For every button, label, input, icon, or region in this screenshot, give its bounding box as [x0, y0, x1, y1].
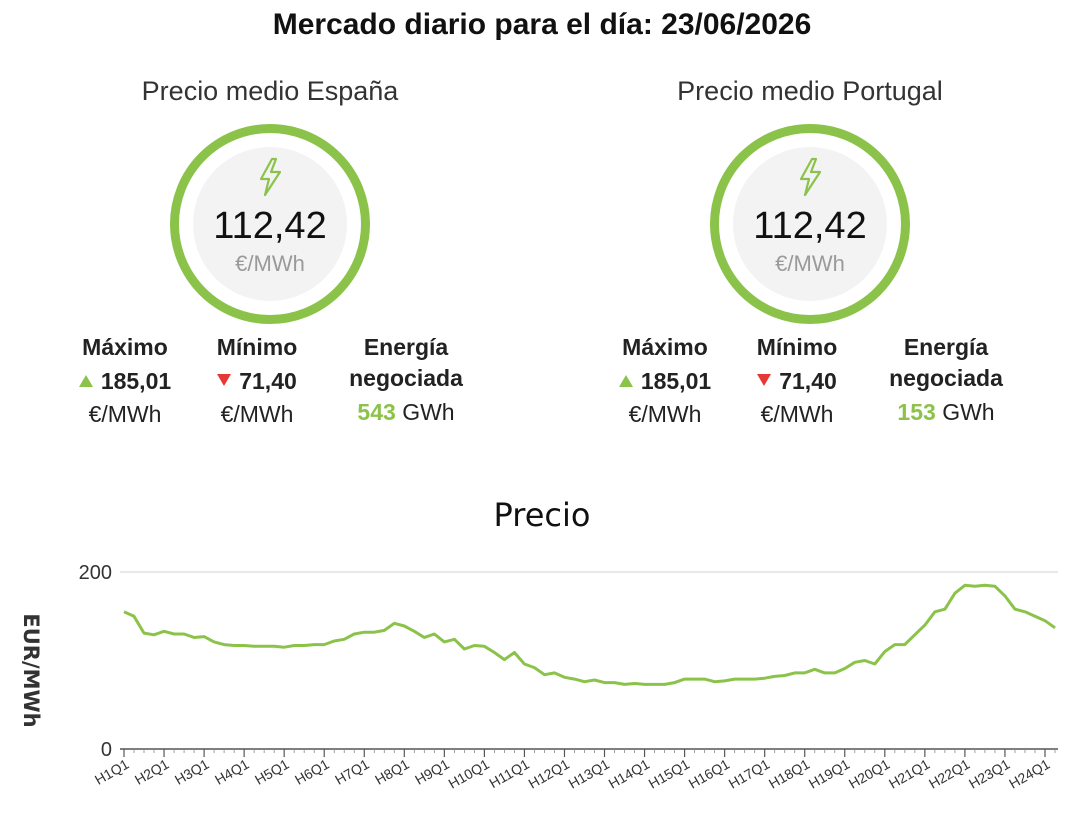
max-unit-spain: €/MWh	[88, 401, 162, 427]
down-triangle-icon	[217, 374, 232, 386]
y-tick-label: 200	[79, 562, 112, 584]
chart-title: Precio	[493, 496, 591, 534]
ring-inner-portugal	[733, 147, 887, 301]
min-stat-portugal: Mínimo 71,40 €/MWh	[730, 332, 864, 429]
up-triangle-icon	[618, 375, 633, 387]
x-tick-label: H14Q1	[606, 756, 653, 792]
x-tick-label: H13Q1	[566, 756, 613, 792]
energy-label-1-portugal: Energía	[903, 334, 989, 360]
average-price-unit-spain: €/MWh	[235, 251, 305, 276]
x-tick-label: H7Q1	[332, 756, 372, 788]
y-axis-label: EUR/MWh	[19, 613, 43, 727]
y-tick-label: 0	[101, 739, 112, 761]
x-tick-label: H21Q1	[886, 756, 933, 792]
max-unit-portugal: €/MWh	[628, 401, 702, 427]
x-tick-label: H5Q1	[252, 756, 292, 788]
energy-value-portugal: 153	[897, 399, 936, 425]
energy-label-2-portugal: negociada	[889, 365, 1003, 391]
max-stat-portugal: Máximo 185,01 €/MWh	[590, 332, 740, 429]
x-tick-label: H11Q1	[486, 756, 532, 792]
panel-title-portugal: Precio medio Portugal	[677, 76, 943, 106]
max-value-portugal: 185,01	[640, 368, 712, 394]
max-label-spain: Máximo	[82, 334, 168, 360]
panel-title-spain: Precio medio España	[141, 76, 399, 106]
x-tick-label: H4Q1	[212, 756, 252, 788]
x-tick-label: H18Q1	[766, 756, 813, 792]
x-tick-label: H12Q1	[526, 756, 573, 792]
lightning-bolt-icon	[799, 157, 822, 197]
min-value-spain: 71,40	[239, 368, 297, 394]
max-value-spain: 185,01	[100, 368, 172, 394]
x-tick-label: H16Q1	[686, 756, 733, 792]
up-triangle-icon	[78, 375, 93, 387]
x-tick-label: H22Q1	[926, 756, 973, 792]
max-stat-spain: Máximo 185,01 €/MWh	[50, 332, 200, 429]
panel-spain: Precio medio España 112,42 €/MWh Máximo …	[50, 74, 490, 444]
page-title: Mercado diario para el día: 23/06/2026	[272, 8, 812, 41]
average-price-ring-spain: 112,42 €/MWh	[170, 124, 370, 324]
x-tick-label: H2Q1	[132, 756, 172, 788]
panel-portugal: Precio medio Portugal 112,42 €/MWh Máxim…	[590, 74, 1030, 444]
price-series-line	[123, 583, 1056, 686]
min-unit-portugal: €/MWh	[760, 401, 834, 427]
x-tick-label: H19Q1	[806, 756, 853, 792]
average-price-portugal: 112,42	[753, 205, 867, 247]
x-tick-label: H8Q1	[372, 756, 412, 788]
x-tick-label: H3Q1	[172, 756, 212, 788]
energy-value-spain: 543	[357, 399, 396, 425]
x-tick-label: H23Q1	[966, 756, 1013, 792]
max-label-portugal: Máximo	[622, 334, 708, 360]
lightning-bolt-icon	[259, 157, 282, 197]
min-unit-spain: €/MWh	[220, 401, 294, 427]
x-tick-label: H6Q1	[292, 756, 332, 788]
down-triangle-icon	[757, 374, 772, 386]
x-tick-label: H10Q1	[445, 756, 492, 792]
energy-stat-portugal: Energía negociada 153 GWh	[866, 332, 1026, 430]
average-price-spain: 112,42	[213, 205, 327, 247]
x-tick-label: H24Q1	[1006, 756, 1053, 792]
energy-unit-portugal: GWh	[942, 399, 995, 425]
min-label-portugal: Mínimo	[756, 334, 838, 360]
x-tick-label: H15Q1	[646, 756, 693, 792]
energy-unit-spain: GWh	[402, 399, 455, 425]
ring-inner-spain	[193, 147, 347, 301]
x-tick-label: H20Q1	[846, 756, 893, 792]
energy-label-2-spain: negociada	[349, 365, 463, 391]
x-tick-label: H17Q1	[726, 756, 773, 792]
x-tick-label: H9Q1	[412, 756, 452, 788]
average-price-unit-portugal: €/MWh	[775, 251, 845, 276]
min-value-portugal: 71,40	[779, 368, 837, 394]
average-price-ring-portugal: 112,42 €/MWh	[710, 124, 910, 324]
energy-stat-spain: Energía negociada 543 GWh	[326, 332, 486, 430]
min-stat-spain: Mínimo 71,40 €/MWh	[190, 332, 324, 429]
min-label-spain: Mínimo	[216, 334, 298, 360]
energy-label-1-spain: Energía	[363, 334, 449, 360]
